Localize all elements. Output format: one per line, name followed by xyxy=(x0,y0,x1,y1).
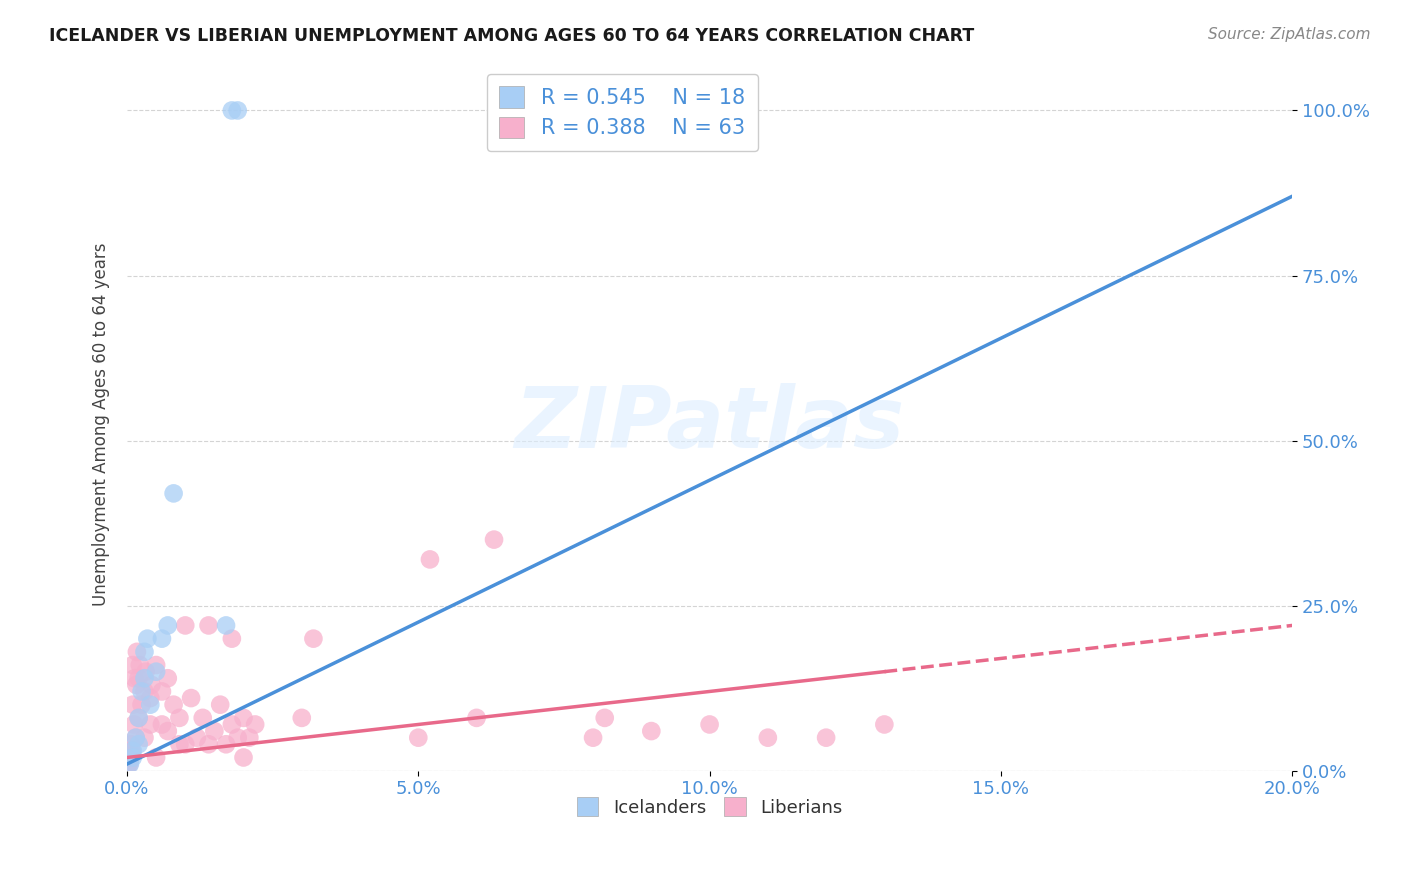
Point xyxy=(121,658,143,673)
Point xyxy=(118,757,141,772)
Point xyxy=(118,750,141,764)
Point xyxy=(291,711,314,725)
Point xyxy=(121,744,143,758)
Point xyxy=(121,744,143,758)
Point xyxy=(134,645,156,659)
Point xyxy=(135,665,157,679)
Point xyxy=(134,671,156,685)
Point xyxy=(162,698,184,712)
Point xyxy=(128,737,150,751)
Point xyxy=(128,671,150,685)
Point xyxy=(482,533,505,547)
Point xyxy=(156,618,179,632)
Point xyxy=(640,724,662,739)
Legend: Icelanders, Liberians: Icelanders, Liberians xyxy=(569,790,849,824)
Point xyxy=(593,711,616,725)
Point xyxy=(120,737,142,751)
Point xyxy=(139,691,162,706)
Point xyxy=(124,671,146,685)
Point xyxy=(238,731,260,745)
Text: Source: ZipAtlas.com: Source: ZipAtlas.com xyxy=(1208,27,1371,42)
Point xyxy=(180,691,202,706)
Point xyxy=(141,678,163,692)
Point xyxy=(582,731,605,745)
Point xyxy=(174,737,197,751)
Point xyxy=(243,717,266,731)
Point xyxy=(197,737,219,751)
Point xyxy=(150,717,173,731)
Point xyxy=(202,724,225,739)
Point xyxy=(191,711,214,725)
Point xyxy=(118,757,141,772)
Point xyxy=(128,711,150,725)
Point xyxy=(125,731,148,745)
Point xyxy=(699,717,721,731)
Point xyxy=(756,731,779,745)
Point xyxy=(117,757,139,772)
Point xyxy=(221,717,243,731)
Point xyxy=(232,711,254,725)
Point xyxy=(226,103,249,118)
Point xyxy=(873,717,896,731)
Point xyxy=(156,671,179,685)
Point xyxy=(134,684,156,698)
Point xyxy=(121,698,143,712)
Point xyxy=(169,737,191,751)
Point xyxy=(131,684,153,698)
Point xyxy=(226,731,249,745)
Point xyxy=(186,731,208,745)
Point xyxy=(125,645,148,659)
Point xyxy=(221,103,243,118)
Point xyxy=(302,632,325,646)
Point xyxy=(120,750,142,764)
Point xyxy=(128,658,150,673)
Point xyxy=(145,665,167,679)
Point xyxy=(134,731,156,745)
Text: ICELANDER VS LIBERIAN UNEMPLOYMENT AMONG AGES 60 TO 64 YEARS CORRELATION CHART: ICELANDER VS LIBERIAN UNEMPLOYMENT AMONG… xyxy=(49,27,974,45)
Point xyxy=(122,717,145,731)
Point xyxy=(465,711,488,725)
Point xyxy=(815,731,838,745)
Point xyxy=(150,632,173,646)
Point xyxy=(139,717,162,731)
Point xyxy=(419,552,441,566)
Point xyxy=(125,678,148,692)
Point xyxy=(215,618,238,632)
Point xyxy=(131,698,153,712)
Point xyxy=(145,658,167,673)
Point xyxy=(408,731,430,745)
Point xyxy=(162,486,184,500)
Point xyxy=(125,731,148,745)
Point xyxy=(139,698,162,712)
Point xyxy=(174,618,197,632)
Y-axis label: Unemployment Among Ages 60 to 64 years: Unemployment Among Ages 60 to 64 years xyxy=(93,243,110,606)
Point xyxy=(118,744,141,758)
Point xyxy=(121,750,143,764)
Point xyxy=(221,632,243,646)
Text: ZIPatlas: ZIPatlas xyxy=(515,383,904,466)
Point xyxy=(128,711,150,725)
Point xyxy=(156,724,179,739)
Point xyxy=(232,750,254,764)
Point xyxy=(136,632,159,646)
Point xyxy=(169,711,191,725)
Point xyxy=(145,750,167,764)
Point xyxy=(150,684,173,698)
Point xyxy=(215,737,238,751)
Point xyxy=(197,618,219,632)
Point xyxy=(209,698,232,712)
